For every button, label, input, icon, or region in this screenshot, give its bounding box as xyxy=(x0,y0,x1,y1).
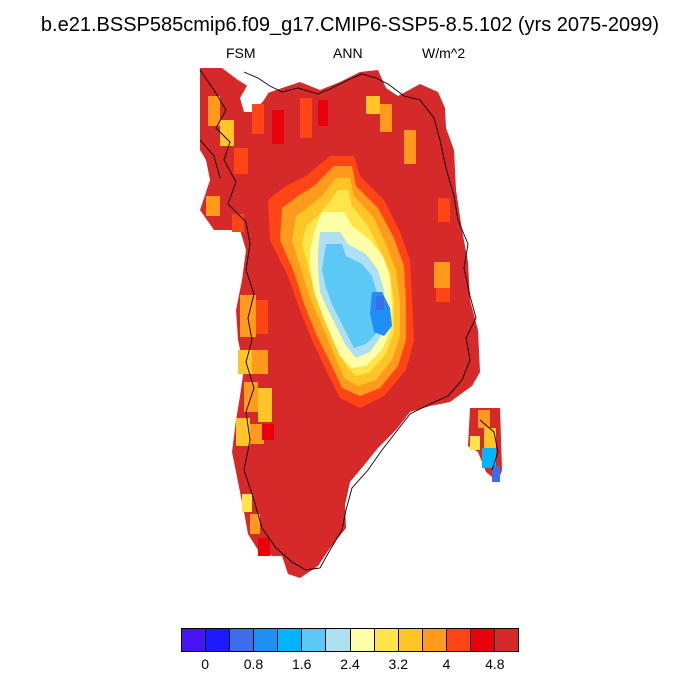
interior-field xyxy=(268,156,414,408)
colorbar-tick-label: 1.6 xyxy=(291,656,312,672)
coastline xyxy=(199,69,499,571)
coastal-strips xyxy=(206,96,500,556)
colorbar-tick-label: 2.4 xyxy=(340,656,360,672)
period-label: ANN xyxy=(333,45,363,61)
colorbar-swatch xyxy=(254,629,279,651)
colorbar-swatch xyxy=(398,629,423,651)
colorbar-swatch xyxy=(422,629,447,651)
colorbar-tick-label: 0 xyxy=(201,656,210,672)
colorbar-swatch xyxy=(326,629,351,651)
colorbar xyxy=(181,628,519,652)
colorbar-swatch xyxy=(302,629,327,651)
coast-gap-nw xyxy=(240,70,274,112)
colorbar-swatch xyxy=(206,629,231,651)
colorbar-swatch xyxy=(446,629,471,651)
colorbar-swatch xyxy=(230,629,255,651)
colorbar-swatch xyxy=(374,629,399,651)
colorbar-swatch xyxy=(182,629,207,651)
colorbar-tick-label: 0.8 xyxy=(243,656,264,672)
colorbar-swatch xyxy=(278,629,303,651)
colorbar-swatch xyxy=(350,629,375,651)
units-label: W/m^2 xyxy=(422,45,466,61)
colorbar-swatch xyxy=(470,629,496,651)
colorbar-swatch xyxy=(495,629,519,651)
colorbar-tick-label: 3.2 xyxy=(388,656,409,672)
colorbar-tick-label: 4 xyxy=(442,656,451,672)
variable-label: FSM xyxy=(226,45,256,61)
plot-title: b.e21.BSSP585cmip6.f09_g17.CMIP6-SSP5-8.… xyxy=(40,14,660,36)
colorbar-tick-label: 4.8 xyxy=(485,656,505,672)
